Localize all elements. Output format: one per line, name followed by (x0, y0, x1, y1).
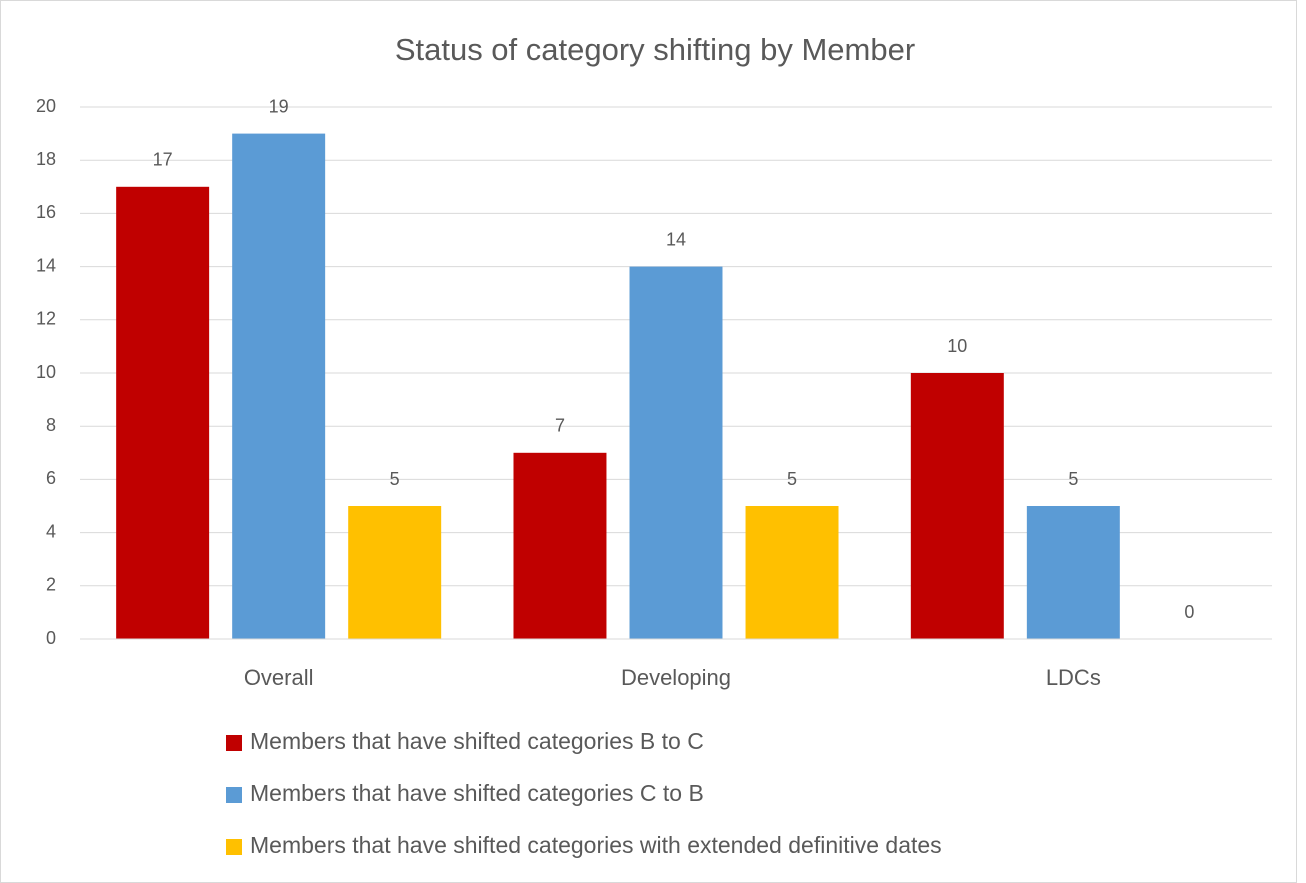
bar (513, 452, 607, 639)
data-label: 7 (555, 416, 565, 436)
x-tick-label: LDCs (1046, 665, 1101, 690)
y-tick-label: 16 (36, 202, 56, 222)
bar (348, 506, 442, 639)
x-tick-label: Developing (621, 665, 731, 690)
legend-label: Members that have shifted categories wit… (250, 832, 942, 858)
y-tick-label: 6 (46, 468, 56, 488)
y-tick-label: 8 (46, 415, 56, 435)
y-tick-label: 14 (36, 255, 56, 275)
bar (232, 133, 326, 639)
y-tick-label: 4 (46, 521, 56, 541)
data-label: 0 (1184, 602, 1194, 622)
y-tick-label: 18 (36, 149, 56, 169)
bar (745, 506, 839, 639)
data-label: 5 (1068, 469, 1078, 489)
legend-label: Members that have shifted categories C t… (250, 780, 704, 806)
data-label: 10 (947, 336, 967, 356)
bar (910, 373, 1004, 639)
legend-label: Members that have shifted categories B t… (250, 728, 704, 754)
y-tick-label: 12 (36, 309, 56, 329)
chart-title: Status of category shifting by Member (395, 32, 915, 67)
y-tick-label: 20 (36, 96, 56, 116)
y-tick-label: 2 (46, 575, 56, 595)
y-tick-label: 10 (36, 362, 56, 382)
bar (1026, 506, 1120, 639)
x-tick-label: Overall (244, 665, 314, 690)
legend-swatch (226, 735, 242, 751)
bar (629, 266, 723, 639)
data-label: 14 (666, 229, 686, 249)
legend-swatch (226, 787, 242, 803)
data-label: 19 (269, 96, 289, 116)
data-label: 17 (153, 150, 173, 170)
data-label: 5 (390, 469, 400, 489)
bar (116, 186, 210, 640)
data-label: 5 (787, 469, 797, 489)
legend-swatch (226, 839, 242, 855)
y-tick-label: 0 (46, 628, 56, 648)
